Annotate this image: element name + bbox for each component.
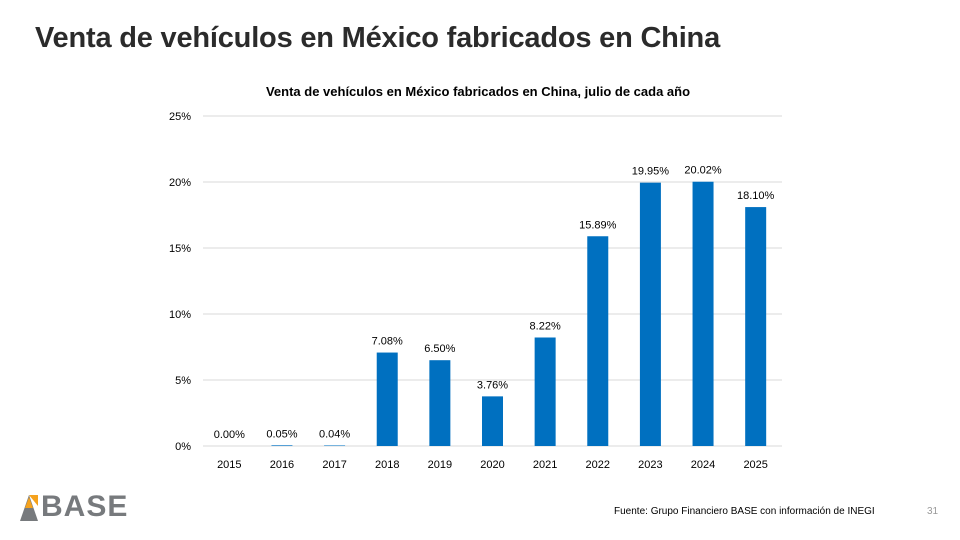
base-logo-text: BASE [41,490,129,523]
y-tick-label: 10% [169,309,191,321]
bar-2020 [482,396,503,446]
data-label-2016: 0.05% [266,428,297,440]
bar-2018 [376,352,398,446]
slide-title: Venta de vehículos en México fabricados … [35,22,720,54]
data-label-2019: 6.50% [424,343,455,355]
data-label-2021: 8.22% [530,320,561,332]
x-tick-label: 2021 [533,459,557,471]
x-tick-label: 2017 [322,459,346,471]
bar-2024 [692,181,714,446]
data-label-2025: 18.10% [737,190,775,202]
chart-title: Venta de vehículos en México fabricados … [266,84,690,99]
x-tick-label: 2015 [217,459,241,471]
base-logo: BASE [18,492,128,522]
x-tick-label: 2022 [586,459,610,471]
x-tick-label: 2025 [743,459,767,471]
x-tick-label: 2018 [375,459,399,471]
data-label-2015: 0.00% [214,429,245,441]
x-tick-label: 2024 [691,459,715,471]
x-axis: 2015 2016 2017 2018 2019 2020 2021 2022 2023 2024… [217,459,768,471]
x-tick-label: 2016 [270,459,294,471]
bars [271,181,767,446]
data-label-2023: 19.95% [632,166,670,178]
y-tick-label: 25% [169,111,191,123]
source-note: Fuente: Grupo Financiero BASE con inform… [614,506,875,517]
x-tick-label: 2019 [428,459,452,471]
bar-2025 [745,207,767,446]
data-label-2024: 20.02% [684,165,722,177]
data-label-2018: 7.08% [372,336,403,348]
gridlines [203,115,782,447]
data-labels: 0.00% 0.05% 0.04% 7.08% 6.50% 3.76% 8.22% 15.89… [214,165,775,441]
page-number: 31 [927,506,939,517]
x-tick-label: 2020 [480,459,504,471]
bar-2021 [534,337,556,446]
bar-2016 [271,445,293,446]
y-axis: 0% 5% 10% 15% 20% 25% [169,111,191,453]
y-tick-label: 0% [175,441,191,453]
data-label-2017: 0.04% [319,428,350,440]
bar-2022 [587,236,609,446]
data-label-2020: 3.76% [477,379,508,391]
data-label-2022: 15.89% [579,219,617,231]
bar-2017 [324,445,346,446]
bar-2019 [429,360,451,446]
y-tick-label: 20% [169,177,191,189]
y-tick-label: 5% [175,375,191,387]
y-tick-label: 15% [169,243,191,255]
bar-2023 [639,182,661,446]
base-logo-icon [20,495,38,521]
x-tick-label: 2023 [638,459,662,471]
